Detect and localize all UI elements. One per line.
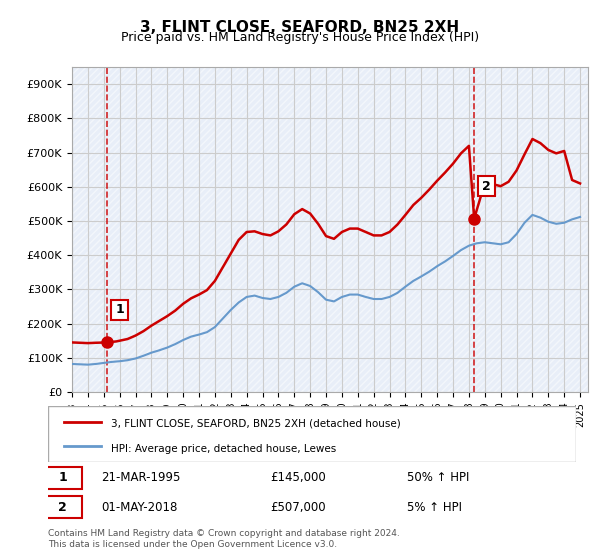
Text: 3, FLINT CLOSE, SEAFORD, BN25 2XH (detached house): 3, FLINT CLOSE, SEAFORD, BN25 2XH (detac… [112,419,401,429]
Text: 3, FLINT CLOSE, SEAFORD, BN25 2XH: 3, FLINT CLOSE, SEAFORD, BN25 2XH [140,20,460,35]
Text: £507,000: £507,000 [270,501,325,514]
Text: 50% ↑ HPI: 50% ↑ HPI [407,471,469,484]
Text: Contains HM Land Registry data © Crown copyright and database right 2024.
This d: Contains HM Land Registry data © Crown c… [48,529,400,549]
Text: 5% ↑ HPI: 5% ↑ HPI [407,501,462,514]
FancyBboxPatch shape [43,466,82,489]
Text: 2: 2 [58,501,67,514]
Text: 2: 2 [482,180,491,193]
Text: 01-MAY-2018: 01-MAY-2018 [101,501,177,514]
Text: Price paid vs. HM Land Registry's House Price Index (HPI): Price paid vs. HM Land Registry's House … [121,31,479,44]
FancyBboxPatch shape [43,496,82,519]
Text: 21-MAR-1995: 21-MAR-1995 [101,471,180,484]
FancyBboxPatch shape [48,406,576,462]
Text: 1: 1 [58,471,67,484]
Text: 1: 1 [115,304,124,316]
Text: HPI: Average price, detached house, Lewes: HPI: Average price, detached house, Lewe… [112,444,337,454]
Text: £145,000: £145,000 [270,471,326,484]
